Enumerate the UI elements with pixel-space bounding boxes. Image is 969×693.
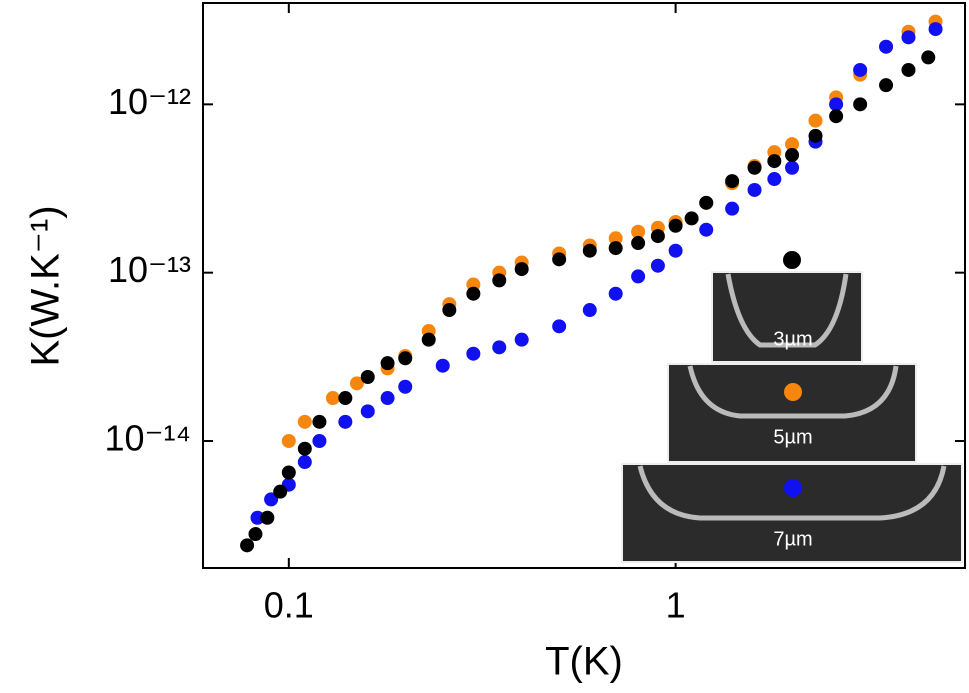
legend-label: 3µm (773, 328, 812, 350)
data-point (747, 160, 762, 175)
data-point (466, 346, 481, 361)
data-point (260, 510, 275, 525)
data-point (785, 160, 800, 175)
plot-frame (202, 2, 966, 569)
data-point (650, 229, 665, 244)
data-point (853, 62, 868, 77)
inset-image (667, 363, 917, 463)
data-point (829, 109, 844, 124)
legend-label: 7µm (773, 528, 812, 550)
inset (621, 271, 963, 563)
data-point (921, 50, 936, 65)
inset-shape (687, 365, 899, 419)
data-point (699, 195, 714, 210)
data-point (767, 172, 782, 187)
x-axis-title: T(K) (545, 640, 623, 684)
data-point (273, 484, 288, 499)
data-point (699, 222, 714, 237)
data-point (668, 243, 683, 258)
data-point (608, 241, 623, 256)
data-point (380, 356, 395, 371)
data-point (312, 433, 327, 448)
data-point (398, 351, 413, 366)
legend-marker (784, 479, 802, 497)
legend-marker (784, 383, 802, 401)
legend-marker (783, 251, 801, 269)
data-point (631, 236, 646, 251)
data-point (325, 391, 340, 406)
data-point (668, 218, 683, 233)
data-point (582, 303, 597, 318)
data-point (240, 538, 255, 553)
y-tick-label: 10⁻¹⁴ (104, 418, 191, 459)
data-point (725, 174, 740, 189)
x-tick-label: 1 (666, 585, 686, 626)
data-point (349, 376, 364, 391)
inset-shape (637, 465, 947, 521)
data-point (514, 332, 529, 347)
data-point (808, 128, 823, 143)
data-point (901, 30, 916, 45)
data-point (380, 391, 395, 406)
data-point (492, 340, 507, 355)
data-point (608, 231, 623, 246)
data-point (552, 319, 567, 334)
data-point (435, 358, 450, 373)
data-point (312, 414, 327, 429)
data-point (398, 379, 413, 394)
data-point (514, 262, 529, 277)
data-point (492, 273, 507, 288)
data-point (297, 441, 312, 456)
data-point (442, 303, 457, 318)
data-point (281, 433, 296, 448)
data-point (631, 269, 646, 284)
data-point (725, 201, 740, 216)
x-tick-label: 0.1 (264, 585, 314, 626)
y-axis-title: K(W.K⁻¹) (24, 205, 68, 366)
legend-label: 5µm (773, 426, 812, 448)
data-point (631, 224, 646, 239)
data-point (808, 113, 823, 128)
y-tick-label: 10⁻¹² (108, 81, 191, 122)
data-point (248, 527, 263, 542)
data-point (552, 252, 567, 267)
data-point (684, 211, 699, 226)
data-point (338, 391, 353, 406)
data-point (785, 137, 800, 152)
data-point (608, 286, 623, 301)
plot-points (240, 14, 943, 553)
data-point (297, 455, 312, 470)
data-point (338, 414, 353, 429)
data-point (281, 465, 296, 480)
data-point (879, 39, 894, 54)
data-point (650, 258, 665, 273)
inset-shape (725, 273, 849, 348)
data-point (785, 148, 800, 163)
data-point (853, 97, 868, 112)
data-point (360, 404, 375, 419)
data-point (901, 62, 916, 77)
y-tick-label: 10⁻¹³ (108, 249, 191, 290)
data-point (928, 22, 943, 37)
data-point (250, 510, 265, 525)
data-point (297, 414, 312, 429)
data-point (421, 332, 436, 347)
data-point (829, 97, 844, 112)
data-point (360, 369, 375, 384)
data-point (879, 78, 894, 93)
data-point (747, 182, 762, 197)
data-point (582, 243, 597, 258)
data-point (767, 154, 782, 169)
data-point (466, 286, 481, 301)
